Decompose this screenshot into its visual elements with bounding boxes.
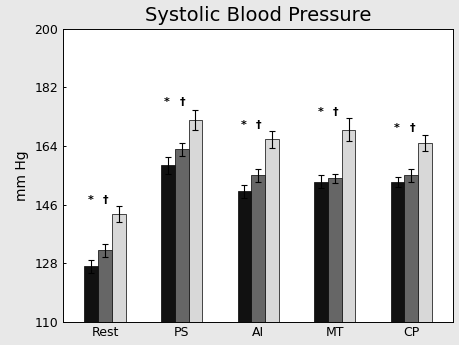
Text: †: †	[256, 120, 262, 130]
Bar	[314, 182, 328, 322]
Y-axis label: mm Hg: mm Hg	[15, 150, 29, 200]
Bar	[98, 250, 112, 322]
Bar	[328, 178, 341, 322]
Bar	[391, 182, 404, 322]
Bar	[161, 166, 175, 322]
Bar	[112, 214, 126, 322]
Bar	[238, 191, 252, 322]
Bar	[252, 175, 265, 322]
Bar	[265, 139, 279, 322]
Text: †: †	[333, 107, 338, 117]
Bar	[404, 175, 418, 322]
Bar	[189, 120, 202, 322]
Text: †: †	[103, 195, 109, 205]
Title: Systolic Blood Pressure: Systolic Blood Pressure	[145, 6, 371, 24]
Bar	[418, 143, 432, 322]
Bar	[84, 266, 98, 322]
Text: †: †	[179, 97, 185, 107]
Text: *: *	[164, 97, 170, 107]
Text: *: *	[88, 195, 94, 205]
Text: *: *	[241, 120, 246, 130]
Text: *: *	[317, 107, 323, 117]
Bar	[175, 149, 189, 322]
Text: *: *	[394, 123, 400, 133]
Bar	[341, 130, 355, 322]
Text: †: †	[409, 123, 415, 133]
